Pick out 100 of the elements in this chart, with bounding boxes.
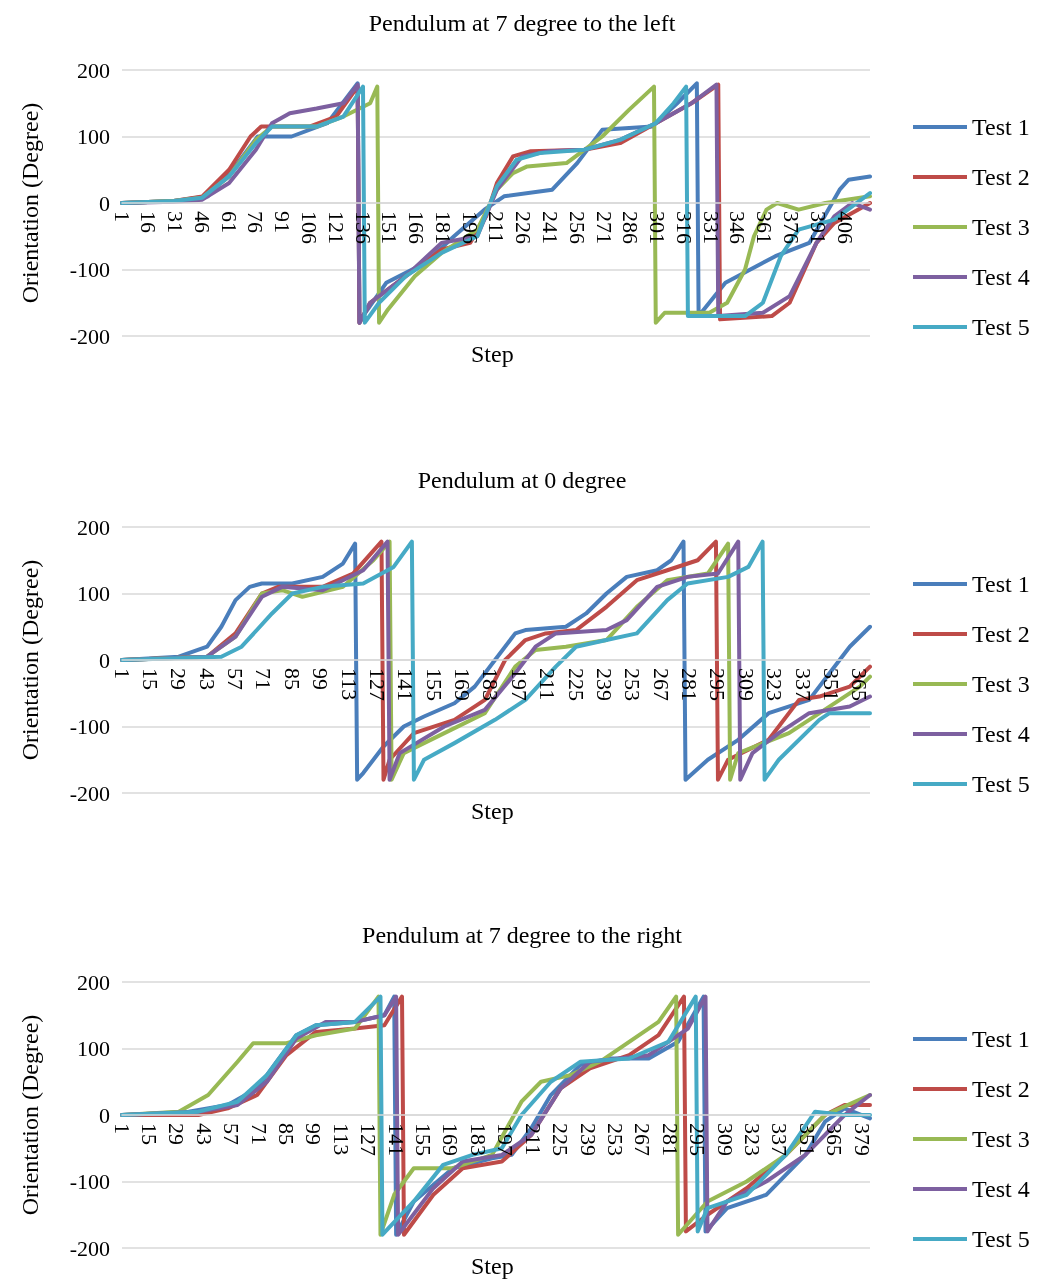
x-tick-label: 106 (296, 211, 322, 244)
x-tick-label: 71 (246, 1123, 272, 1145)
chart-title: Pendulum at 7 degree to the right (362, 922, 683, 948)
y-tick-label: 100 (77, 581, 110, 606)
legend-label: Test 5 (972, 771, 1030, 797)
x-tick-label: 391 (805, 211, 831, 244)
x-tick-label: 351 (794, 1123, 820, 1156)
x-tick-label: 211 (484, 211, 510, 244)
legend-label: Test 4 (972, 721, 1030, 747)
x-tick-label: 316 (671, 211, 697, 244)
x-tick-label: 99 (301, 1123, 327, 1145)
y-tick-label: 100 (77, 1036, 110, 1061)
legend-label: Test 5 (972, 314, 1030, 340)
legend-label: Test 3 (972, 1126, 1030, 1152)
x-tick-label: 181 (430, 211, 456, 244)
x-tick-label: 57 (223, 668, 249, 690)
x-tick-label: 155 (421, 668, 447, 701)
x-tick-label: 331 (698, 211, 724, 244)
x-tick-label: 15 (136, 1123, 162, 1145)
x-tick-label: 211 (535, 668, 561, 701)
chart-title: Pendulum at 7 degree to the left (368, 10, 676, 36)
y-tick-label: -100 (69, 714, 110, 739)
y-tick-label: -100 (69, 257, 110, 282)
y-tick-label: 200 (77, 57, 110, 83)
y-tick-label: -100 (69, 1169, 110, 1194)
x-tick-label: 211 (520, 1123, 546, 1156)
y-tick-label: 0 (99, 647, 110, 673)
x-axis-title: Step (471, 341, 514, 367)
x-tick-label: 346 (725, 211, 751, 244)
x-tick-label: 61 (216, 211, 242, 233)
x-tick-label: 226 (511, 211, 537, 244)
x-tick-label: 76 (243, 211, 269, 233)
x-tick-label: 323 (762, 668, 788, 701)
x-tick-label: 406 (832, 211, 858, 244)
x-tick-label: 351 (818, 668, 844, 701)
legend-label: Test 2 (972, 1076, 1030, 1102)
x-tick-label: 267 (648, 668, 674, 701)
x-tick-label: 166 (404, 211, 430, 244)
x-tick-label: 286 (618, 211, 644, 244)
y-axis-title: Orientation (Degree) (17, 102, 43, 304)
legend-label: Test 1 (972, 571, 1030, 597)
y-tick-label: -200 (69, 323, 110, 349)
x-tick-label: 31 (163, 211, 189, 233)
legend-label: Test 5 (972, 1226, 1030, 1252)
y-axis-title: Orientation (Degree) (17, 559, 43, 761)
x-tick-label: 241 (537, 211, 563, 244)
x-tick-label: 99 (308, 668, 334, 690)
x-tick-label: 379 (849, 1123, 875, 1156)
x-tick-label: 127 (356, 1123, 382, 1156)
x-tick-label: 197 (493, 1123, 519, 1156)
x-tick-label: 121 (323, 211, 349, 244)
x-tick-label: 151 (377, 211, 403, 244)
y-tick-label: 0 (99, 190, 110, 216)
x-tick-label: 239 (591, 668, 617, 701)
x-tick-label: 169 (438, 1123, 464, 1156)
x-tick-label: 281 (677, 668, 703, 701)
legend-label: Test 1 (972, 1026, 1030, 1052)
x-tick-label: 225 (563, 668, 589, 701)
x-tick-label: 141 (393, 668, 419, 701)
x-tick-label: 323 (740, 1123, 766, 1156)
x-tick-label: 155 (411, 1123, 437, 1156)
y-tick-label: 200 (77, 514, 110, 540)
y-tick-label: 200 (77, 969, 110, 995)
x-tick-label: 309 (733, 668, 759, 701)
x-tick-label: 239 (575, 1123, 601, 1156)
x-tick-label: 29 (166, 668, 192, 690)
x-tick-label: 295 (685, 1123, 711, 1156)
legend-label: Test 1 (972, 114, 1030, 140)
x-tick-label: 337 (767, 1123, 793, 1156)
y-tick-label: -200 (69, 1235, 110, 1261)
x-tick-label: 15 (137, 668, 163, 690)
x-tick-label: 253 (602, 1123, 628, 1156)
x-tick-label: 301 (645, 211, 671, 244)
legend-label: Test 2 (972, 621, 1030, 647)
x-tick-label: 225 (548, 1123, 574, 1156)
x-tick-label: 183 (465, 1123, 491, 1156)
x-tick-label: 197 (506, 668, 532, 701)
x-tick-label: 43 (194, 668, 220, 690)
x-tick-label: 113 (328, 1123, 354, 1156)
x-tick-label: 29 (164, 1123, 190, 1145)
x-tick-label: 295 (705, 668, 731, 701)
y-tick-label: 100 (77, 124, 110, 149)
x-tick-label: 46 (189, 211, 215, 233)
x-tick-label: 16 (136, 211, 162, 233)
x-axis-title: Step (471, 1253, 514, 1279)
y-axis-title: Orientation (Degree) (17, 1014, 43, 1216)
x-tick-label: 113 (336, 668, 362, 701)
x-tick-label: 365 (822, 1123, 848, 1156)
x-tick-label: 256 (564, 211, 590, 244)
legend-label: Test 3 (972, 671, 1030, 697)
legend-label: Test 4 (972, 264, 1030, 290)
x-tick-label: 196 (457, 211, 483, 244)
legend-label: Test 2 (972, 164, 1030, 190)
y-tick-label: -200 (69, 780, 110, 806)
legend-label: Test 4 (972, 1176, 1030, 1202)
x-tick-label: 271 (591, 211, 617, 244)
x-tick-label: 267 (630, 1123, 656, 1156)
x-tick-label: 127 (364, 668, 390, 701)
x-tick-label: 253 (620, 668, 646, 701)
x-tick-label: 43 (191, 1123, 217, 1145)
